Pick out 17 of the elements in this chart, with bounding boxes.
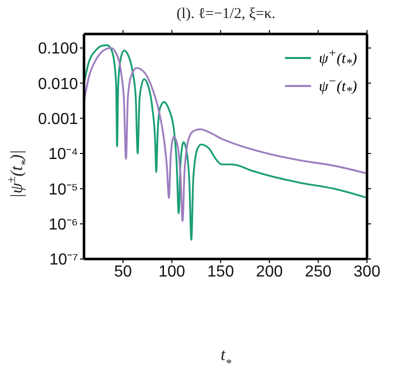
x-tick-label: 250 xyxy=(304,263,332,280)
x-tick-label: 50 xyxy=(114,263,132,280)
legend-label: ψ$^{−}$(t$_{*}$) xyxy=(318,74,357,98)
y-tick-label: 10⁻⁷ xyxy=(49,252,78,269)
y-tick-label: 10⁻⁴ xyxy=(48,146,78,164)
x-tick-label: 150 xyxy=(207,263,234,280)
legend-label: ψ$^{+}$(t$_{*}$) xyxy=(318,46,357,70)
y-tick-label: 0.001 xyxy=(38,111,78,128)
x-tick-label: 300 xyxy=(354,263,380,280)
y-tick-label: 10⁻⁵ xyxy=(48,181,78,198)
y-tick-label: 0.010 xyxy=(38,76,78,93)
chart-title: (l). ℓ=−1/2, ξ=κ. xyxy=(176,6,276,22)
x-tick-label: 200 xyxy=(256,263,283,280)
y-tick-label: 10⁻⁶ xyxy=(48,216,78,234)
x-axis-title: t$_{*}$ xyxy=(220,345,232,370)
y-tick-label: 0.100 xyxy=(38,40,78,58)
x-tick-label: 100 xyxy=(158,263,186,280)
